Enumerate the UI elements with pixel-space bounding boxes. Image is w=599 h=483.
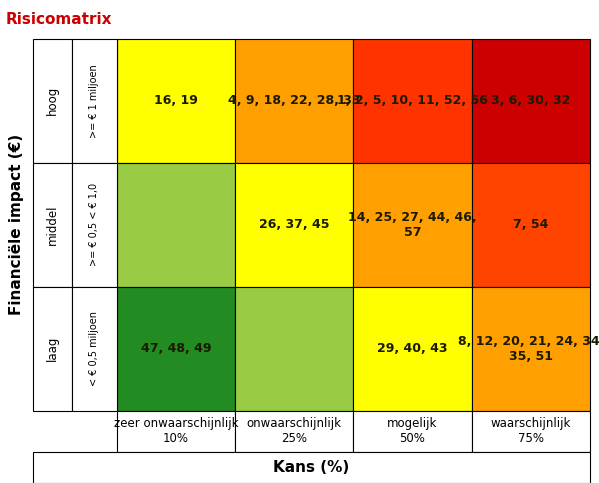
Text: 26, 37, 45: 26, 37, 45: [259, 218, 329, 231]
Text: < € 0,5 miljoen: < € 0,5 miljoen: [89, 311, 99, 386]
Text: Financiële impact (€): Financiële impact (€): [9, 134, 24, 315]
Text: waarschijnlijk
75%: waarschijnlijk 75%: [491, 417, 571, 445]
Text: Risicomatrix: Risicomatrix: [6, 12, 113, 27]
Text: onwaarschijnlijk
25%: onwaarschijnlijk 25%: [247, 417, 342, 445]
Text: laag: laag: [46, 336, 59, 361]
Text: >= € 1 miljoen: >= € 1 miljoen: [89, 64, 99, 138]
Text: middel: middel: [46, 204, 59, 245]
Text: 14, 25, 27, 44, 46,
57: 14, 25, 27, 44, 46, 57: [348, 211, 477, 239]
Text: hoog: hoog: [46, 86, 59, 115]
Text: Kans (%): Kans (%): [273, 460, 350, 475]
Text: 7, 54: 7, 54: [513, 218, 549, 231]
Text: mogelijk
50%: mogelijk 50%: [388, 417, 438, 445]
Text: zeer onwaarschijnlijk
10%: zeer onwaarschijnlijk 10%: [114, 417, 238, 445]
Text: 4, 9, 18, 22, 28, 33: 4, 9, 18, 22, 28, 33: [228, 94, 361, 107]
Text: 29, 40, 43: 29, 40, 43: [377, 342, 448, 355]
Text: 1, 2, 5, 10, 11, 52, 56: 1, 2, 5, 10, 11, 52, 56: [337, 94, 488, 107]
Text: 47, 48, 49: 47, 48, 49: [141, 342, 211, 355]
Text: 3, 6, 30, 32: 3, 6, 30, 32: [491, 94, 571, 107]
Text: >= € 0,5 < € 1,0: >= € 0,5 < € 1,0: [89, 183, 99, 266]
Text: 8, 12, 20, 21, 24, 34,
35, 51: 8, 12, 20, 21, 24, 34, 35, 51: [458, 335, 599, 363]
Text: 16, 19: 16, 19: [154, 94, 198, 107]
